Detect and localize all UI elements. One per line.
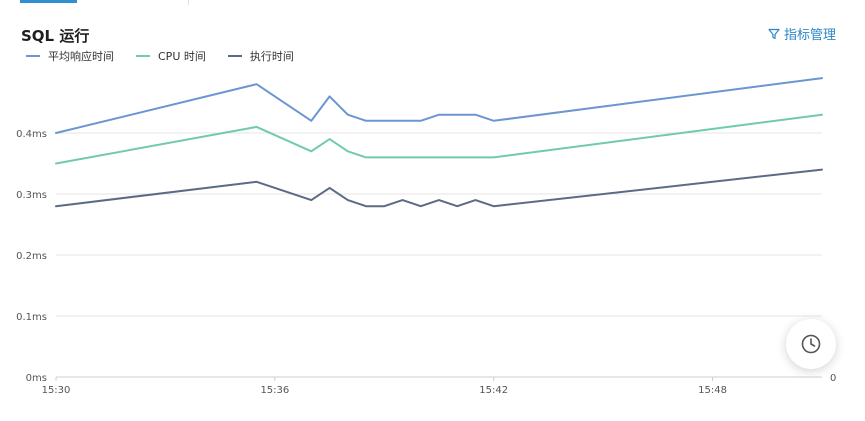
- y-tick-label: 0.1ms: [16, 312, 47, 323]
- x-tick-label: 15:36: [260, 385, 289, 396]
- filter-icon: [768, 28, 780, 39]
- legend-swatch-exec-time: [227, 55, 242, 57]
- legend-label-avg-response: 平均响应时间: [48, 50, 114, 63]
- x-tick-label: 15:48: [698, 385, 727, 396]
- legend-swatch-avg-response: [26, 55, 40, 57]
- legend-item-avg-response[interactable]: 平均响应时间: [26, 48, 114, 64]
- x-tick-label: 15:30: [42, 385, 71, 396]
- y-tick-label: 0.3ms: [16, 190, 47, 201]
- y-tick-label: 0.4ms: [16, 129, 47, 140]
- chart-legend: 平均响应时间 CPU 时间 执行时间: [26, 48, 294, 64]
- y-right-tick-label: 0: [830, 373, 836, 384]
- legend-swatch-cpu-time: [136, 55, 150, 57]
- y-tick-label: 0ms: [26, 373, 47, 384]
- series-line-exec-time: [55, 168, 823, 208]
- legend-item-cpu-time[interactable]: CPU 时间: [136, 48, 206, 64]
- legend-label-exec-time: 执行时间: [249, 50, 294, 63]
- legend-label-cpu-time: CPU 时间: [158, 50, 206, 63]
- active-tab-indicator: [20, 0, 77, 3]
- tab-divider: [188, 0, 189, 5]
- panel-title: SQL 运行: [21, 27, 90, 45]
- x-tick-label: 15:42: [479, 385, 508, 396]
- time-range-button[interactable]: [786, 319, 836, 369]
- metrics-management-button[interactable]: 指标管理: [768, 24, 836, 43]
- clock-icon: [801, 334, 821, 354]
- metrics-management-label: 指标管理: [783, 28, 836, 43]
- legend-item-exec-time[interactable]: 执行时间: [227, 48, 294, 64]
- series-line-cpu-time: [55, 113, 823, 165]
- series-line-avg-response: [55, 77, 823, 134]
- y-tick-label: 0.2ms: [16, 251, 47, 262]
